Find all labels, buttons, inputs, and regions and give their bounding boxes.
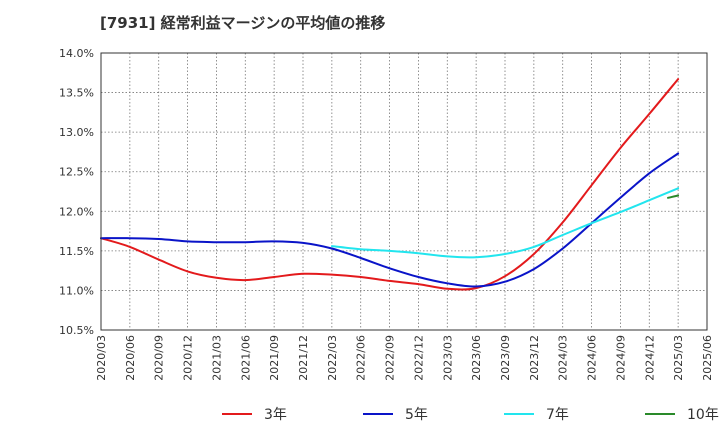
y-tick-label: 11.5% [59,245,94,258]
x-tick-label: 2022/06 [355,335,368,381]
y-tick-label: 12.0% [59,205,94,218]
x-tick-label: 2021/03 [210,335,223,381]
legend: 3年 5年 7年 10年 [222,407,719,423]
x-tick-label: 2023/09 [499,335,512,381]
y-tick-label: 13.0% [59,126,94,139]
series-line-2 [100,152,680,288]
series-line-3 [330,187,680,259]
y-tick-label: 10.5% [59,324,94,337]
x-tick-label: 2020/03 [95,335,108,381]
x-tick-label: 2023/03 [441,335,454,381]
series-group [100,78,680,291]
x-tick-label: 2022/09 [384,335,397,381]
x-tick-label: 2021/12 [297,335,310,381]
legend-label: 3年 [264,407,287,423]
x-axis: 2020/03 2020/06 2020/09 2020/12 2021/03 2021/… [95,335,714,381]
plot-border [100,52,708,331]
y-tick-label: 12.5% [59,166,94,179]
y-tick-label: 13.5% [59,87,94,100]
series-line-1 [100,78,680,291]
x-tick-label: 2021/06 [239,335,252,381]
x-tick-label: 2024/03 [557,335,570,381]
x-tick-label: 2020/06 [124,335,137,381]
legend-label: 10年 [687,407,719,423]
x-tick-label: 2022/03 [326,335,339,381]
x-tick-label: 2022/12 [412,335,425,381]
y-axis: 10.5% 11.0% 11.5% 12.0% 12.5% 13.0% 13.5% 14.0% [59,47,94,337]
x-tick-label: 2021/09 [268,335,281,381]
x-tick-label: 2024/06 [586,335,599,381]
x-tick-label: 2025/06 [701,335,714,381]
x-tick-label: 2020/09 [153,335,166,381]
chart-title: [7931] 経常利益マージンの平均値の推移 [100,14,385,32]
legend-label: 7年 [546,407,569,423]
x-tick-label: 2024/09 [614,335,627,381]
plot-area [101,53,707,330]
legend-label: 5年 [405,407,428,423]
x-tick-label: 2023/06 [470,335,483,381]
x-tick-label: 2024/12 [643,335,656,381]
x-tick-label: 2025/03 [672,335,685,381]
x-tick-label: 2020/12 [182,335,195,381]
series-line-4 [667,194,680,199]
y-tick-label: 14.0% [59,47,94,60]
grid [101,53,707,330]
y-tick-label: 11.0% [59,284,94,297]
x-tick-label: 2023/12 [528,335,541,381]
